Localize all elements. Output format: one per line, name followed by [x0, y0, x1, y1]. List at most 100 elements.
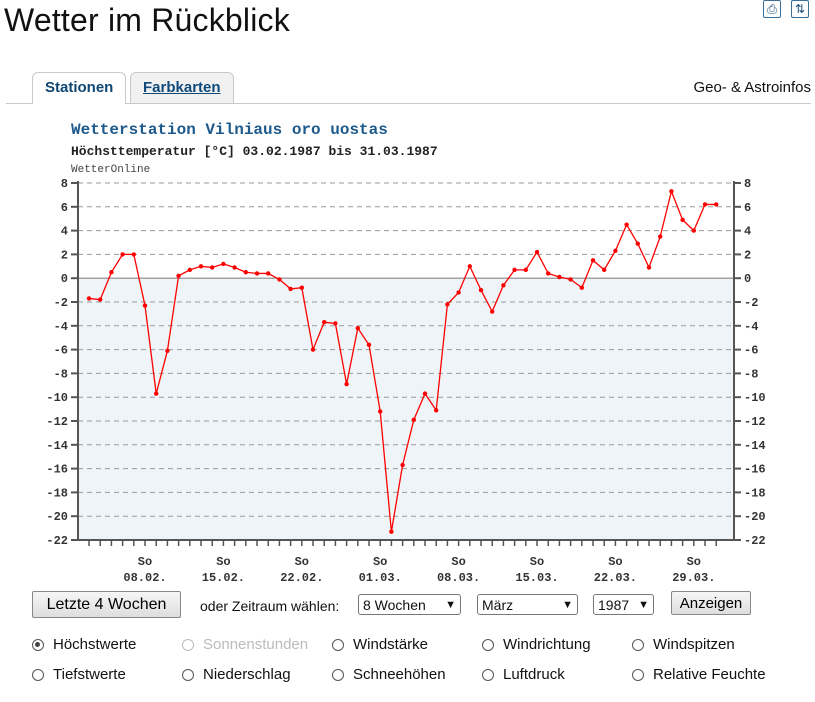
- radio-circle[interactable]: [332, 638, 344, 651]
- swap-icon[interactable]: ⇅: [791, 0, 809, 18]
- data-point: [680, 217, 685, 223]
- y-tick-label: 8: [61, 177, 68, 191]
- x-tick-date: 01.03.: [359, 571, 402, 585]
- data-point: [400, 462, 405, 468]
- weeks-select-value: 8 Wochen: [363, 597, 426, 613]
- radio-circle[interactable]: [32, 638, 44, 651]
- radio-label: Schneehöhen: [353, 666, 446, 683]
- radio-circle: [182, 638, 194, 651]
- y-tick-label: 2: [61, 248, 68, 262]
- data-point: [501, 283, 506, 288]
- series-line: [86, 189, 719, 534]
- radio-option[interactable]: Tiefstwerte: [32, 666, 126, 683]
- y-tick-label: -22: [46, 534, 68, 548]
- radio-option[interactable]: Relative Feuchte: [632, 666, 766, 683]
- data-point: [355, 325, 360, 331]
- data-point: [411, 417, 416, 423]
- x-tick-date: 22.02.: [280, 571, 323, 585]
- data-point: [333, 321, 338, 326]
- y-tick-label: -20: [744, 510, 766, 524]
- x-tick-day: So: [608, 555, 622, 569]
- chart-subtitle: Höchsttemperatur [°C] 03.02.1987 bis 31.…: [71, 144, 438, 159]
- radio-option[interactable]: Windrichtung: [482, 636, 591, 653]
- data-point: [154, 391, 159, 396]
- radio-option[interactable]: Höchstwerte: [32, 636, 136, 653]
- chart-axes: [71, 181, 741, 546]
- radio-label: Sonnenstunden: [203, 636, 309, 653]
- data-point: [232, 265, 237, 270]
- year-select-value: 1987: [598, 597, 630, 613]
- x-tick-day: So: [373, 555, 387, 569]
- radio-label: Relative Feuchte: [653, 666, 766, 683]
- print-icon[interactable]: ⎙: [763, 0, 781, 18]
- y-axis-right-labels: 8 6 4 2 0 -2 -4 -6 -8 -10 -12 -14 -16 -18 -20 -22: [744, 177, 766, 548]
- weeks-select[interactable]: 8 Wochen ▼: [358, 594, 461, 615]
- x-tick-day: So: [687, 555, 701, 569]
- tab-farbkarten[interactable]: Farbkarten: [130, 72, 234, 103]
- below-zero-area: [78, 278, 734, 540]
- data-point: [467, 264, 472, 269]
- x-tick-date: 15.03.: [515, 571, 558, 585]
- radio-option[interactable]: Windstärke: [332, 636, 428, 653]
- last-4-weeks-button[interactable]: Letzte 4 Wochen: [32, 591, 181, 618]
- data-point: [635, 241, 640, 246]
- show-button[interactable]: Anzeigen: [671, 591, 751, 615]
- x-axis-labels: So 08.02. So 15.02. So 22.02. So 01.03. So 08.03.…: [123, 555, 715, 585]
- chart-source: WetterOnline: [71, 164, 150, 176]
- radio-circle[interactable]: [482, 668, 494, 681]
- y-tick-label: -14: [46, 439, 68, 453]
- radio-circle[interactable]: [332, 668, 344, 681]
- data-point: [714, 202, 719, 207]
- geo-astro-link[interactable]: Geo- & Astroinfos: [693, 79, 811, 96]
- data-point: [590, 258, 596, 263]
- y-tick-label: -6: [744, 344, 758, 358]
- y-tick-label: -4: [744, 320, 758, 334]
- data-point: [568, 277, 573, 282]
- data-point: [322, 320, 327, 325]
- chevron-down-icon: ▼: [638, 599, 649, 611]
- x-tick-day: So: [451, 555, 465, 569]
- page-title: Wetter im Rückblick: [4, 2, 290, 38]
- y-tick-label: 6: [61, 201, 68, 215]
- data-point: [546, 271, 551, 276]
- radio-option[interactable]: Windspitzen: [632, 636, 735, 653]
- x-tick-day: So: [530, 555, 544, 569]
- radio-option[interactable]: Luftdruck: [482, 666, 565, 683]
- y-tick-label: -2: [54, 296, 68, 310]
- data-point: [277, 277, 282, 282]
- radio-option[interactable]: Schneehöhen: [332, 666, 446, 683]
- radio-label: Höchstwerte: [53, 636, 137, 653]
- radio-option: Sonnenstunden: [182, 636, 308, 653]
- data-point: [602, 267, 607, 273]
- radio-circle[interactable]: [632, 638, 644, 651]
- data-point: [288, 286, 293, 292]
- radio-circle[interactable]: [632, 668, 644, 681]
- data-point: [221, 261, 226, 267]
- year-select[interactable]: 1987 ▼: [593, 594, 654, 615]
- y-tick-label: 6: [744, 201, 751, 215]
- month-select[interactable]: März ▼: [477, 594, 578, 615]
- y-tick-label: 4: [61, 225, 68, 239]
- y-tick-label: -12: [744, 415, 766, 429]
- data-point: [523, 267, 528, 273]
- radio-option[interactable]: Niederschlag: [182, 666, 291, 683]
- tab-stationen[interactable]: Stationen: [32, 72, 127, 104]
- y-tick-label: -16: [46, 463, 68, 477]
- y-tick-label: -4: [54, 320, 68, 334]
- period-label: oder Zeitraum wählen:: [200, 598, 340, 614]
- data-point: [142, 303, 148, 308]
- x-tick-date: 15.02.: [202, 571, 245, 585]
- radio-label: Windstärke: [353, 636, 429, 653]
- data-point: [176, 273, 181, 279]
- x-tick-day: So: [295, 555, 309, 569]
- y-tick-label: 0: [61, 272, 68, 286]
- data-point: [299, 285, 304, 290]
- radio-circle[interactable]: [182, 668, 194, 681]
- y-tick-label: -22: [744, 534, 766, 548]
- radio-circle[interactable]: [32, 668, 44, 681]
- data-point: [266, 271, 271, 276]
- radio-circle[interactable]: [482, 638, 494, 651]
- x-tick-day: So: [138, 555, 152, 569]
- data-point: [389, 529, 394, 534]
